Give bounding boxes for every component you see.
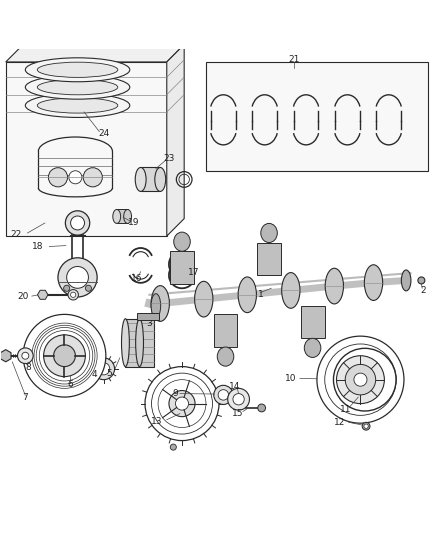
Ellipse shape (25, 75, 130, 99)
Ellipse shape (217, 347, 234, 366)
Circle shape (64, 285, 70, 292)
Text: 13: 13 (152, 417, 163, 426)
Ellipse shape (194, 281, 213, 317)
Text: 19: 19 (128, 219, 140, 228)
Circle shape (53, 345, 75, 367)
Circle shape (345, 365, 376, 395)
Circle shape (58, 258, 97, 297)
Polygon shape (38, 290, 48, 300)
Text: 1: 1 (258, 290, 263, 300)
Ellipse shape (37, 62, 118, 77)
Polygon shape (257, 243, 281, 275)
Bar (141, 167, 160, 191)
Circle shape (169, 391, 195, 417)
Circle shape (364, 424, 368, 429)
Circle shape (44, 335, 85, 377)
Polygon shape (0, 350, 11, 362)
Text: 8: 8 (25, 363, 31, 372)
Bar (125, 319, 154, 367)
Ellipse shape (304, 338, 321, 358)
Circle shape (65, 211, 90, 235)
Text: 7: 7 (22, 393, 28, 402)
Text: 2: 2 (421, 286, 426, 295)
Circle shape (170, 444, 177, 450)
Ellipse shape (155, 167, 166, 191)
Circle shape (354, 373, 367, 386)
Circle shape (98, 362, 110, 375)
Circle shape (71, 216, 85, 230)
Text: 5: 5 (106, 369, 112, 377)
Circle shape (218, 390, 229, 400)
Text: 10: 10 (285, 374, 296, 383)
Circle shape (18, 348, 33, 364)
Text: 4: 4 (91, 370, 97, 379)
Circle shape (48, 168, 67, 187)
Text: 14: 14 (229, 382, 240, 391)
Circle shape (336, 356, 385, 403)
Polygon shape (170, 251, 194, 284)
Ellipse shape (151, 286, 170, 321)
Ellipse shape (135, 167, 146, 191)
Ellipse shape (151, 294, 161, 318)
Text: 17: 17 (188, 268, 199, 277)
Ellipse shape (37, 98, 118, 113)
Text: 22: 22 (10, 230, 21, 239)
Ellipse shape (401, 270, 411, 291)
Ellipse shape (282, 272, 300, 308)
Text: 12: 12 (334, 418, 346, 427)
Circle shape (23, 314, 106, 397)
Circle shape (176, 397, 188, 410)
Ellipse shape (25, 93, 130, 117)
Polygon shape (167, 45, 184, 236)
Text: 20: 20 (18, 292, 29, 301)
Ellipse shape (37, 79, 118, 95)
Ellipse shape (238, 277, 256, 313)
Polygon shape (137, 313, 159, 320)
Ellipse shape (124, 209, 131, 223)
Circle shape (362, 422, 370, 430)
Text: 15: 15 (232, 409, 244, 418)
Text: 16: 16 (131, 274, 142, 283)
Text: 23: 23 (163, 154, 175, 163)
Circle shape (22, 352, 29, 359)
Circle shape (93, 358, 115, 379)
Text: 21: 21 (288, 55, 300, 64)
Circle shape (67, 266, 88, 288)
Polygon shape (214, 314, 237, 347)
Circle shape (258, 404, 265, 412)
Ellipse shape (364, 265, 383, 301)
Bar (206, 62, 428, 171)
Ellipse shape (25, 58, 130, 82)
Ellipse shape (174, 232, 190, 251)
Polygon shape (6, 45, 184, 62)
Ellipse shape (136, 319, 144, 367)
Circle shape (418, 277, 425, 284)
Circle shape (68, 289, 78, 300)
Circle shape (69, 171, 82, 184)
Circle shape (71, 292, 76, 297)
Circle shape (214, 385, 233, 405)
Text: 18: 18 (32, 242, 43, 251)
Text: 9: 9 (173, 389, 178, 398)
Ellipse shape (261, 223, 277, 243)
Circle shape (228, 389, 250, 410)
Bar (117, 209, 127, 223)
Circle shape (85, 285, 92, 292)
Ellipse shape (325, 268, 343, 304)
Ellipse shape (113, 209, 120, 223)
Circle shape (233, 393, 244, 405)
Polygon shape (6, 62, 167, 236)
Circle shape (145, 367, 219, 441)
Text: 24: 24 (98, 130, 110, 138)
Circle shape (83, 168, 102, 187)
Text: 6: 6 (67, 381, 73, 390)
Circle shape (317, 336, 404, 423)
Ellipse shape (121, 319, 129, 367)
Text: 11: 11 (340, 405, 351, 414)
Polygon shape (300, 305, 325, 338)
Text: 3: 3 (146, 319, 152, 328)
